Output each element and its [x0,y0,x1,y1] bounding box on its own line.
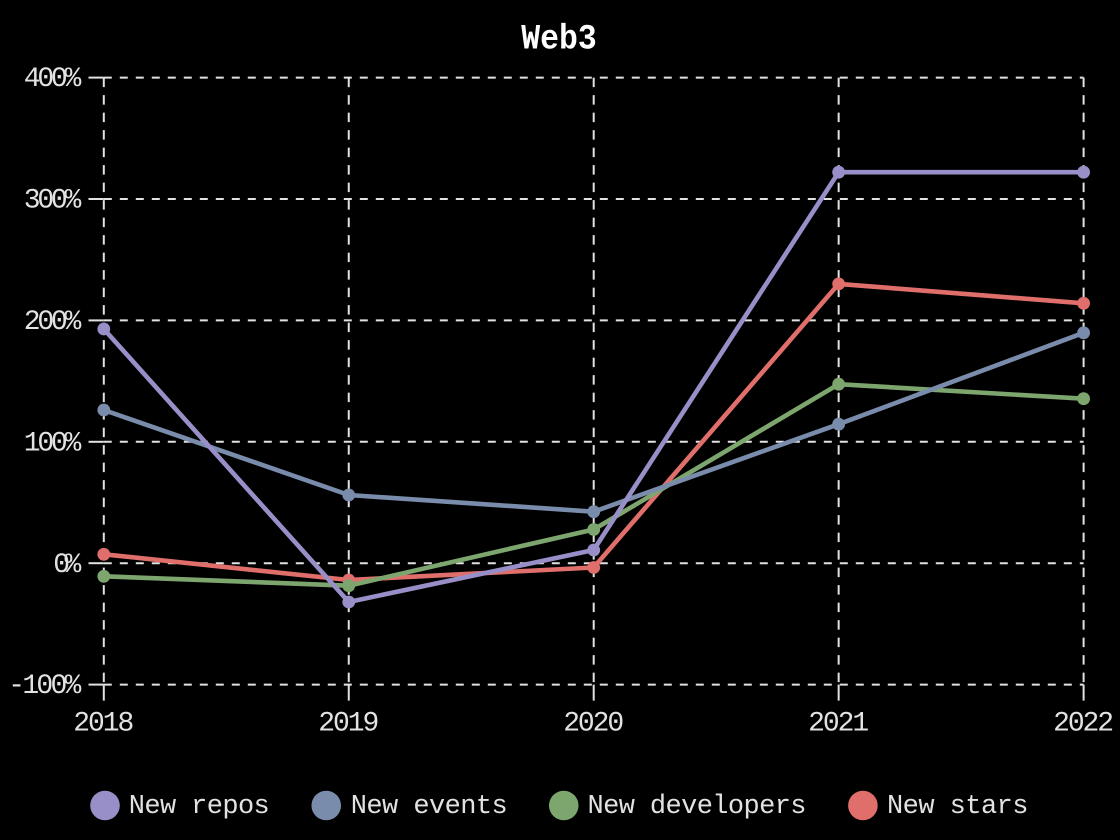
svg-text:0%: 0% [53,550,81,581]
svg-text:2021: 2021 [808,708,869,739]
svg-text:New events: New events [351,792,508,822]
svg-text:200%: 200% [24,307,82,338]
svg-text:2019: 2019 [318,708,379,739]
svg-text:2018: 2018 [73,708,134,739]
svg-text:400%: 400% [24,64,82,95]
svg-text:100%: 100% [24,428,82,459]
svg-text:2022: 2022 [1053,708,1114,739]
svg-text:2020: 2020 [563,708,624,739]
svg-text:-100%: -100% [8,671,81,702]
svg-text:New developers: New developers [588,792,807,822]
svg-text:Web3: Web3 [521,19,597,59]
svg-text:300%: 300% [24,186,82,217]
svg-text:New repos: New repos [129,792,270,822]
svg-text:New stars: New stars [887,792,1029,822]
